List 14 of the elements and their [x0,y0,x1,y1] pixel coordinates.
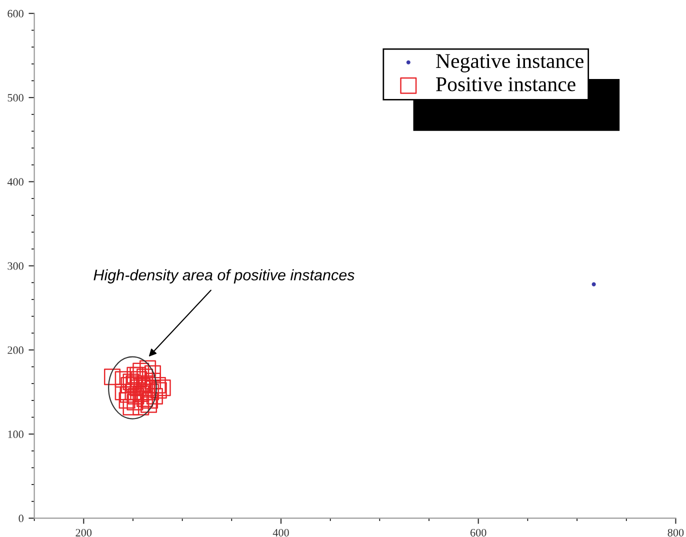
y-tick-label: 300 [8,262,24,270]
legend-label: Positive instance [436,77,576,92]
x-tick-label: 600 [470,528,486,536]
y-tick-label: 600 [8,10,24,18]
annotation: High-density area of positive instances [94,269,354,284]
y-tick-label: 400 [7,178,24,186]
x-tick-label: 200 [76,528,92,536]
legend-label: Negative instance [436,54,584,72]
y-tick-label: 500 [8,94,24,102]
y-tick-label: 0 [18,514,24,522]
y-tick-label: 100 [8,430,24,438]
y-tick-label: 200 [8,346,24,354]
x-tick-label: 400 [272,528,289,536]
x-tick-label: 800 [668,528,684,536]
